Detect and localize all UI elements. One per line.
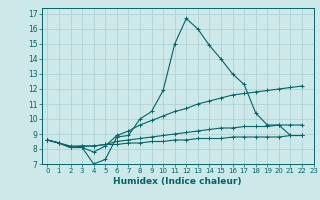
X-axis label: Humidex (Indice chaleur): Humidex (Indice chaleur)	[113, 177, 242, 186]
